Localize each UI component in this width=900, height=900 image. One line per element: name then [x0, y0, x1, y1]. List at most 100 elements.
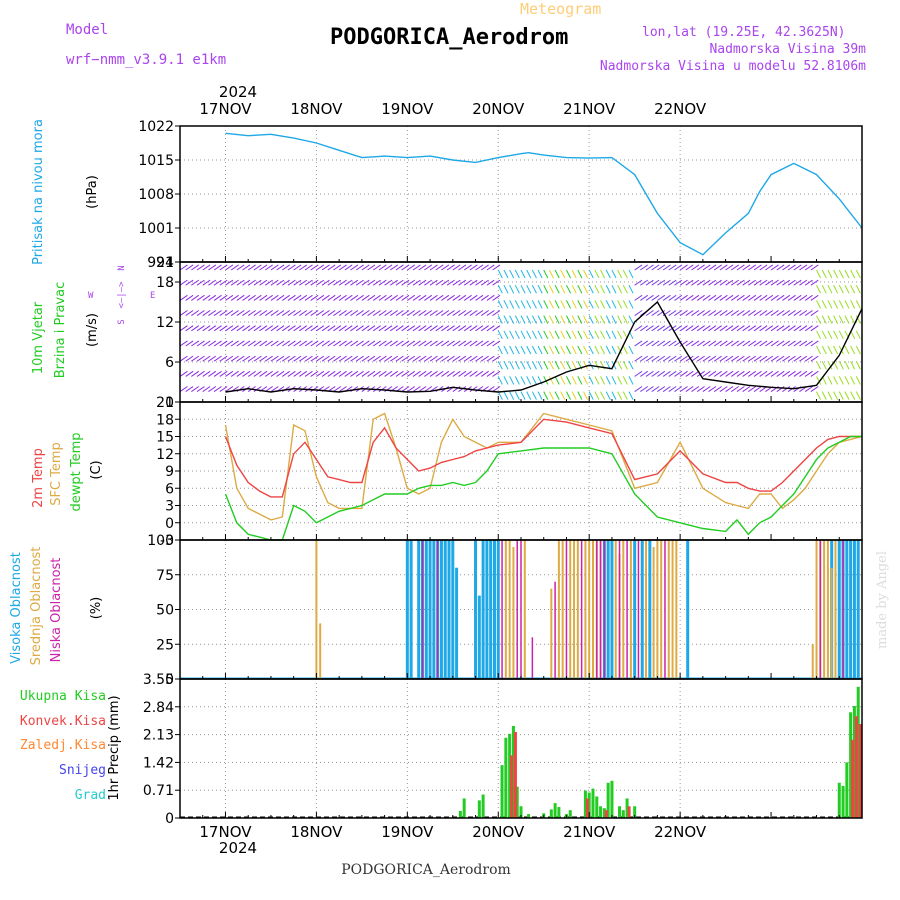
wind-barb	[333, 264, 342, 271]
wind-barb	[338, 264, 347, 271]
wind-barb	[588, 269, 594, 279]
wind-barb	[526, 300, 532, 309]
wind-barb	[662, 264, 671, 271]
wind-barb	[731, 355, 739, 362]
wind-barb	[446, 294, 455, 301]
wind-barb	[748, 310, 757, 317]
wind-barb	[446, 340, 455, 347]
wind-barb	[679, 294, 688, 301]
wind-barb	[685, 370, 694, 377]
wind-barb	[441, 310, 450, 317]
wind-barb	[264, 310, 273, 317]
wind-barb	[372, 279, 381, 286]
wind-barb	[566, 376, 571, 385]
wind-barb	[566, 345, 571, 355]
wind-ylabel: 10m Vjetar	[31, 301, 46, 374]
wind-barb	[202, 386, 211, 393]
wind-barb	[696, 279, 705, 286]
wind-barb	[287, 264, 296, 271]
wind-barb	[384, 310, 393, 317]
wind-barb	[208, 294, 217, 301]
wind-barb	[344, 355, 353, 362]
wind-barb	[725, 340, 734, 347]
wind-barb	[640, 264, 649, 271]
wind-barb	[259, 355, 268, 362]
wind-barb	[412, 370, 421, 377]
wind-barb	[577, 376, 583, 385]
wind-barb	[651, 386, 660, 393]
wind-barb	[367, 370, 376, 377]
y-tick-label: 2.84	[143, 700, 174, 716]
wind-barb	[469, 294, 478, 301]
wind-barb	[401, 325, 410, 332]
wind-barb	[708, 370, 717, 377]
wind-barb	[685, 279, 694, 286]
wind-barb	[333, 279, 342, 286]
wind-barb	[230, 325, 239, 332]
y-tick-label: 18	[156, 412, 174, 428]
wind-barb	[554, 284, 560, 294]
wind-barb	[395, 325, 404, 332]
wind-barb	[742, 294, 751, 301]
wind-barb	[855, 315, 861, 324]
y-tick-label: 15	[156, 430, 174, 446]
wind-barb	[844, 391, 850, 400]
wind-barb	[429, 264, 438, 271]
precip-total-bar	[553, 803, 557, 818]
wind-barb	[787, 310, 796, 317]
precip-total-bar	[845, 762, 849, 818]
wind-barb	[713, 386, 722, 393]
wind-barb	[855, 360, 861, 370]
wind-barb	[185, 294, 194, 301]
wind-barb	[799, 370, 808, 377]
precip-total-bar	[583, 790, 587, 818]
wind-barb	[537, 284, 543, 294]
wind-barb	[202, 325, 211, 332]
wind-barb	[554, 300, 560, 309]
wind-barb	[713, 325, 722, 332]
wind-barb	[378, 325, 387, 332]
wind-barb	[719, 370, 728, 377]
wind-barb	[787, 279, 796, 286]
wind-barb	[486, 310, 495, 317]
wind-barb	[844, 315, 850, 324]
wind-barb	[844, 345, 850, 355]
wind-barb	[480, 355, 489, 362]
wind-barb	[435, 279, 444, 286]
wind-barb	[304, 279, 313, 286]
wind-barb	[753, 370, 762, 377]
wind-barb	[770, 294, 779, 301]
wind-barb	[685, 264, 694, 271]
wind-barb	[793, 355, 802, 362]
wind-barb	[270, 355, 279, 362]
wind-barb	[571, 300, 577, 309]
wind-barb	[827, 315, 833, 324]
wind-barb	[765, 325, 774, 332]
wind-barb	[731, 310, 739, 317]
wind-barb	[560, 376, 566, 385]
wind-barb	[628, 360, 634, 370]
wind-barb	[645, 386, 654, 393]
wind-barb	[378, 370, 387, 377]
wind-barb	[554, 360, 560, 370]
wind-barb	[429, 310, 438, 317]
wind-barb	[679, 279, 688, 286]
wind-barb	[230, 355, 239, 362]
wind-barb	[833, 269, 839, 279]
wind-barb	[611, 300, 617, 309]
wind-barb	[628, 345, 634, 355]
wind-barb	[679, 370, 688, 377]
wind-barb	[179, 279, 188, 286]
wind-barb	[611, 330, 617, 340]
wind-barb	[838, 391, 844, 400]
wind-barb	[588, 330, 594, 340]
wind-barb	[333, 386, 342, 393]
wind-barb	[838, 269, 844, 279]
wind-barb	[605, 269, 611, 279]
wind-barb	[492, 340, 501, 347]
wind-barb	[634, 370, 643, 377]
precip-conv-bar	[585, 798, 589, 818]
precip-total-bar	[856, 686, 860, 818]
wind-barb	[566, 391, 571, 400]
wind-barb	[270, 340, 279, 347]
